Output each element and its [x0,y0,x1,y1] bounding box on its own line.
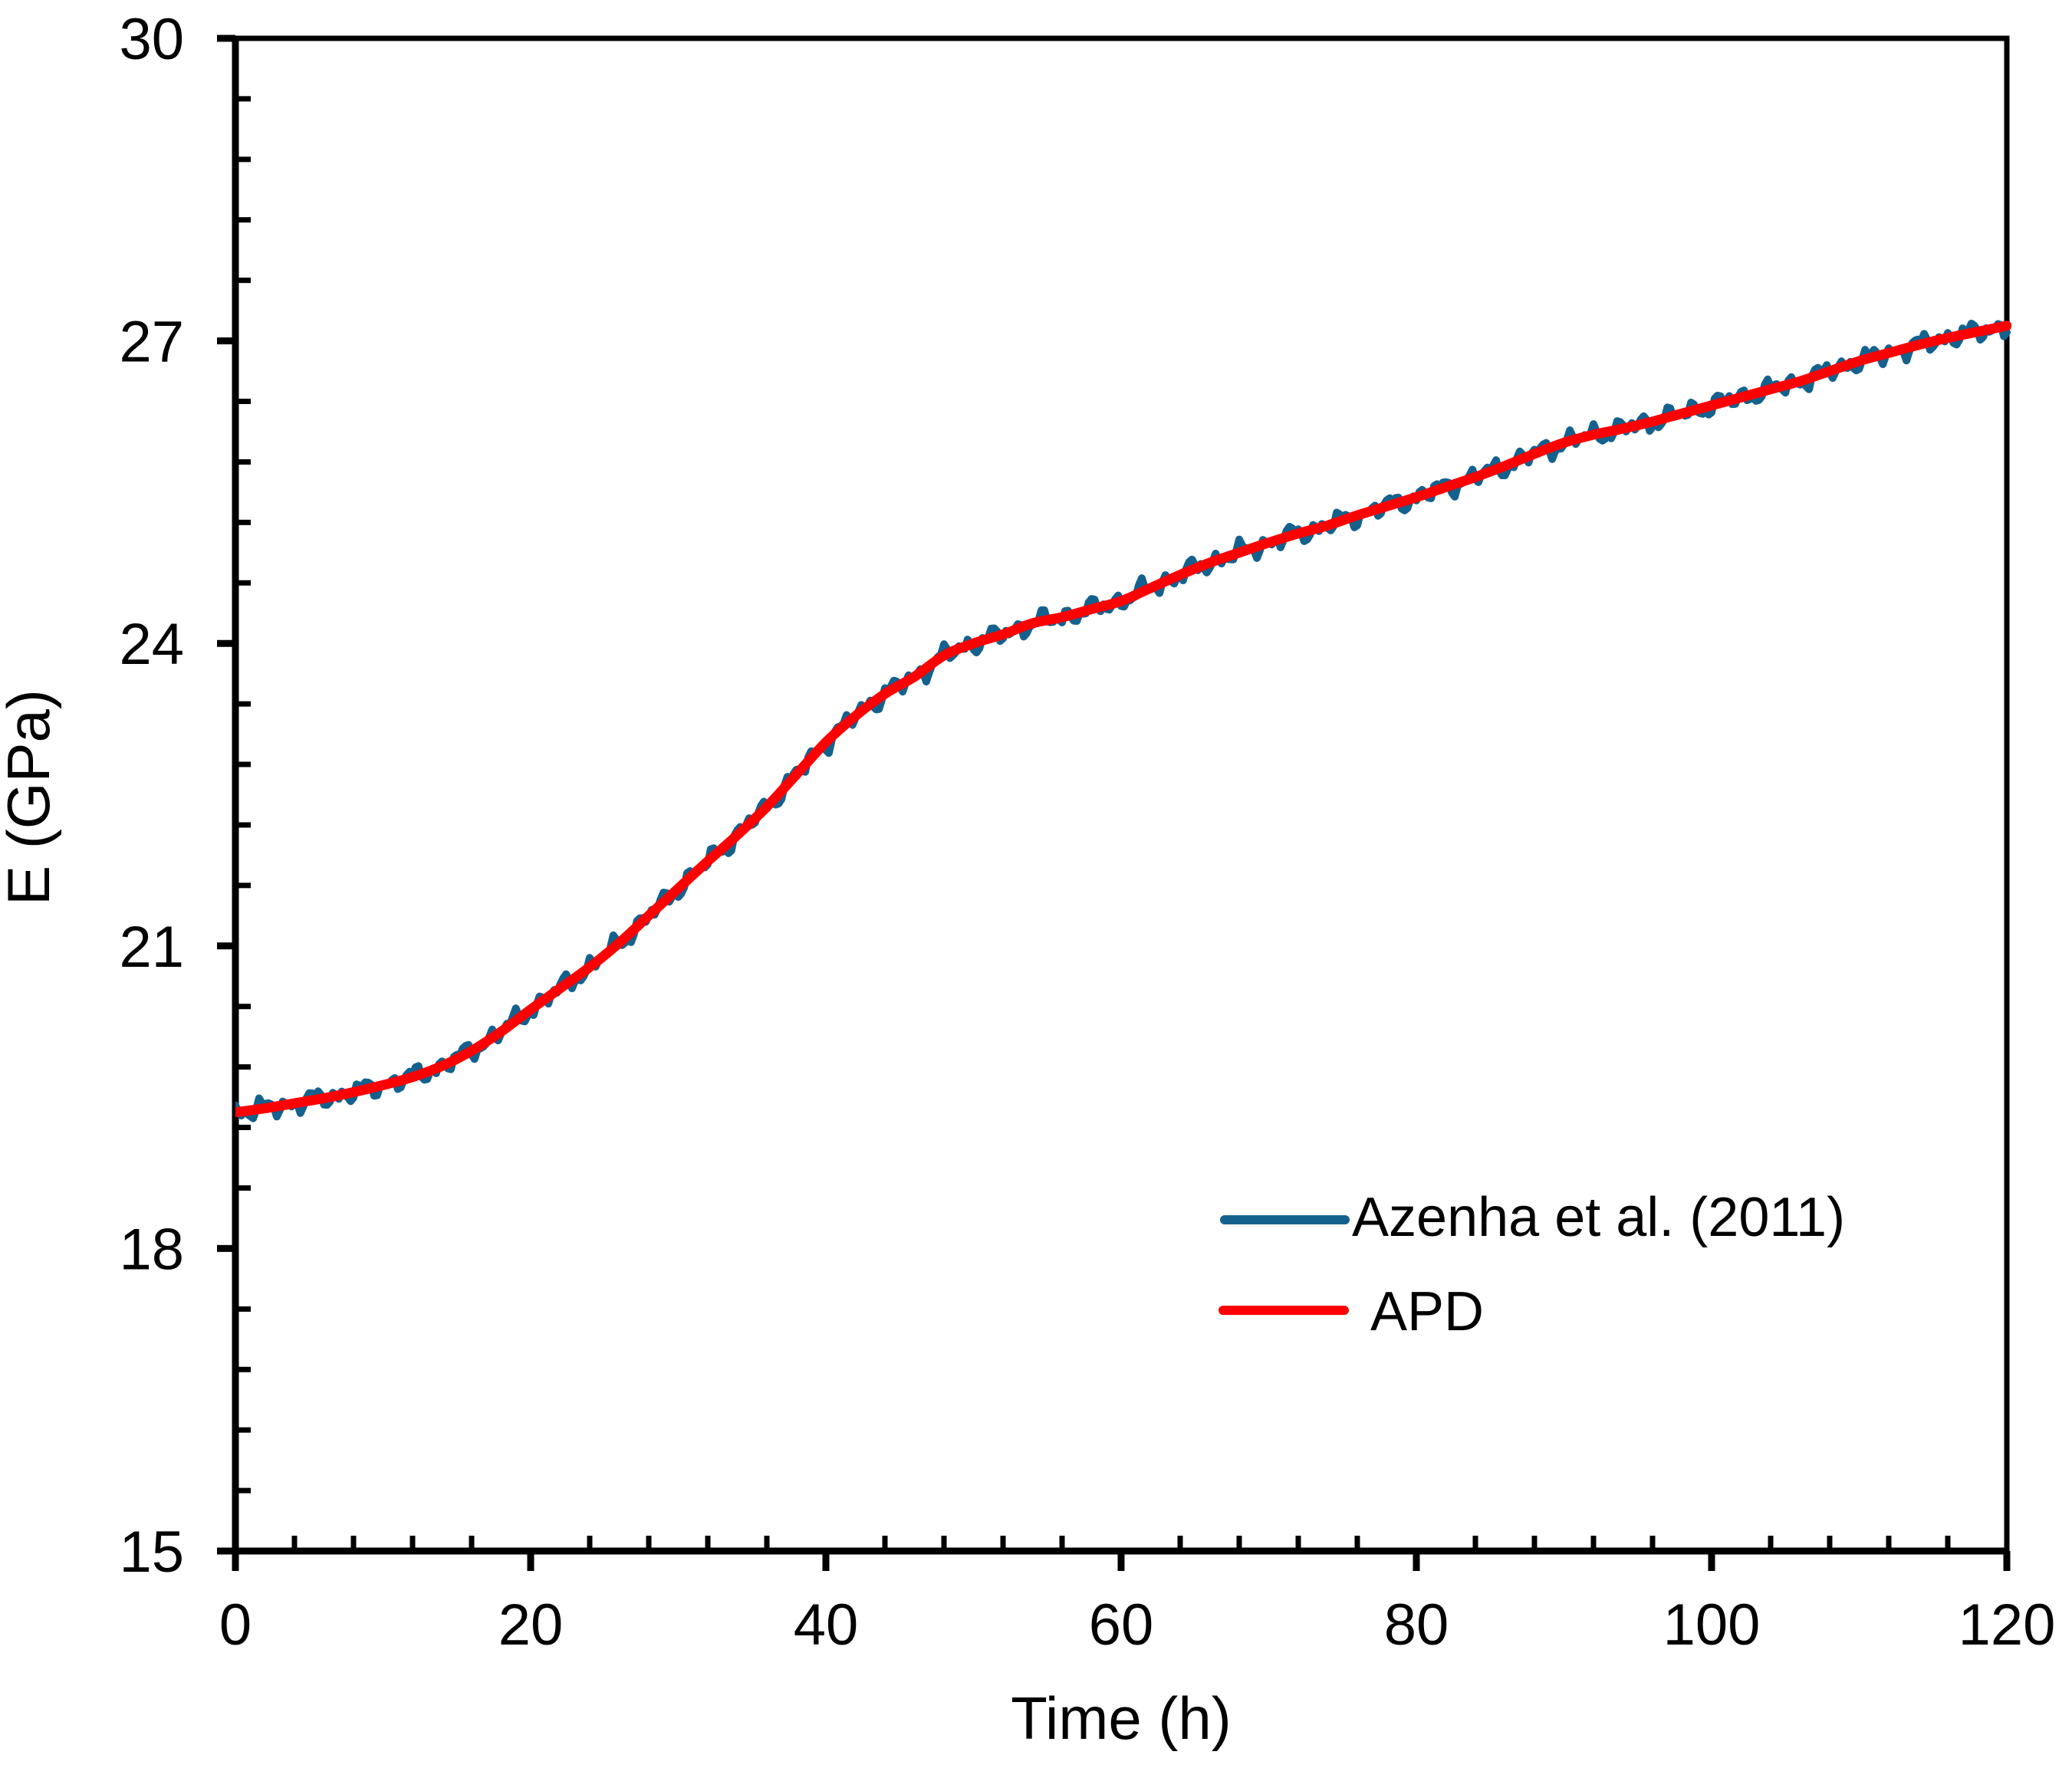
series-layer [235,320,2011,1122]
series-apd-line [235,320,2011,1118]
x-tick-label-100: 100 [1663,1592,1761,1658]
y-tick-label-18: 18 [119,1217,184,1282]
x-tick-label-0: 0 [219,1592,252,1658]
y-tick-label-27: 27 [119,310,184,375]
series-azenha-line [235,320,2011,1122]
ticks-layer [217,35,2011,1571]
x-axis-title: Time (h) [1011,1684,1231,1752]
legend-label-apd: APD [1370,1281,1484,1342]
y-tick-label-24: 24 [119,612,184,677]
x-tick-label-120: 120 [1959,1592,2056,1658]
legend-item-azenha: Azenha et al. (2011) [1220,1187,1845,1248]
x-tick-label-40: 40 [794,1592,859,1658]
y-tick-label-30: 30 [119,7,184,72]
x-tick-label-20: 20 [498,1592,564,1658]
y-tick-label-15: 15 [119,1520,184,1585]
y-axis-title: E (GPa) [0,689,62,905]
x-tick-label-60: 60 [1089,1592,1154,1658]
x-tick-label-80: 80 [1384,1592,1449,1658]
legend-label-azenha: Azenha et al. (2011) [1352,1187,1845,1248]
y-tick-label-21: 21 [119,915,184,980]
legend: Azenha et al. (2011) APD [1219,1187,1845,1342]
plot-area-border [232,35,2010,1554]
tick-labels-layer: 0 20 40 60 80 100 120 15 18 21 24 27 30 [119,7,2055,1658]
legend-item-apd: APD [1219,1281,1484,1342]
